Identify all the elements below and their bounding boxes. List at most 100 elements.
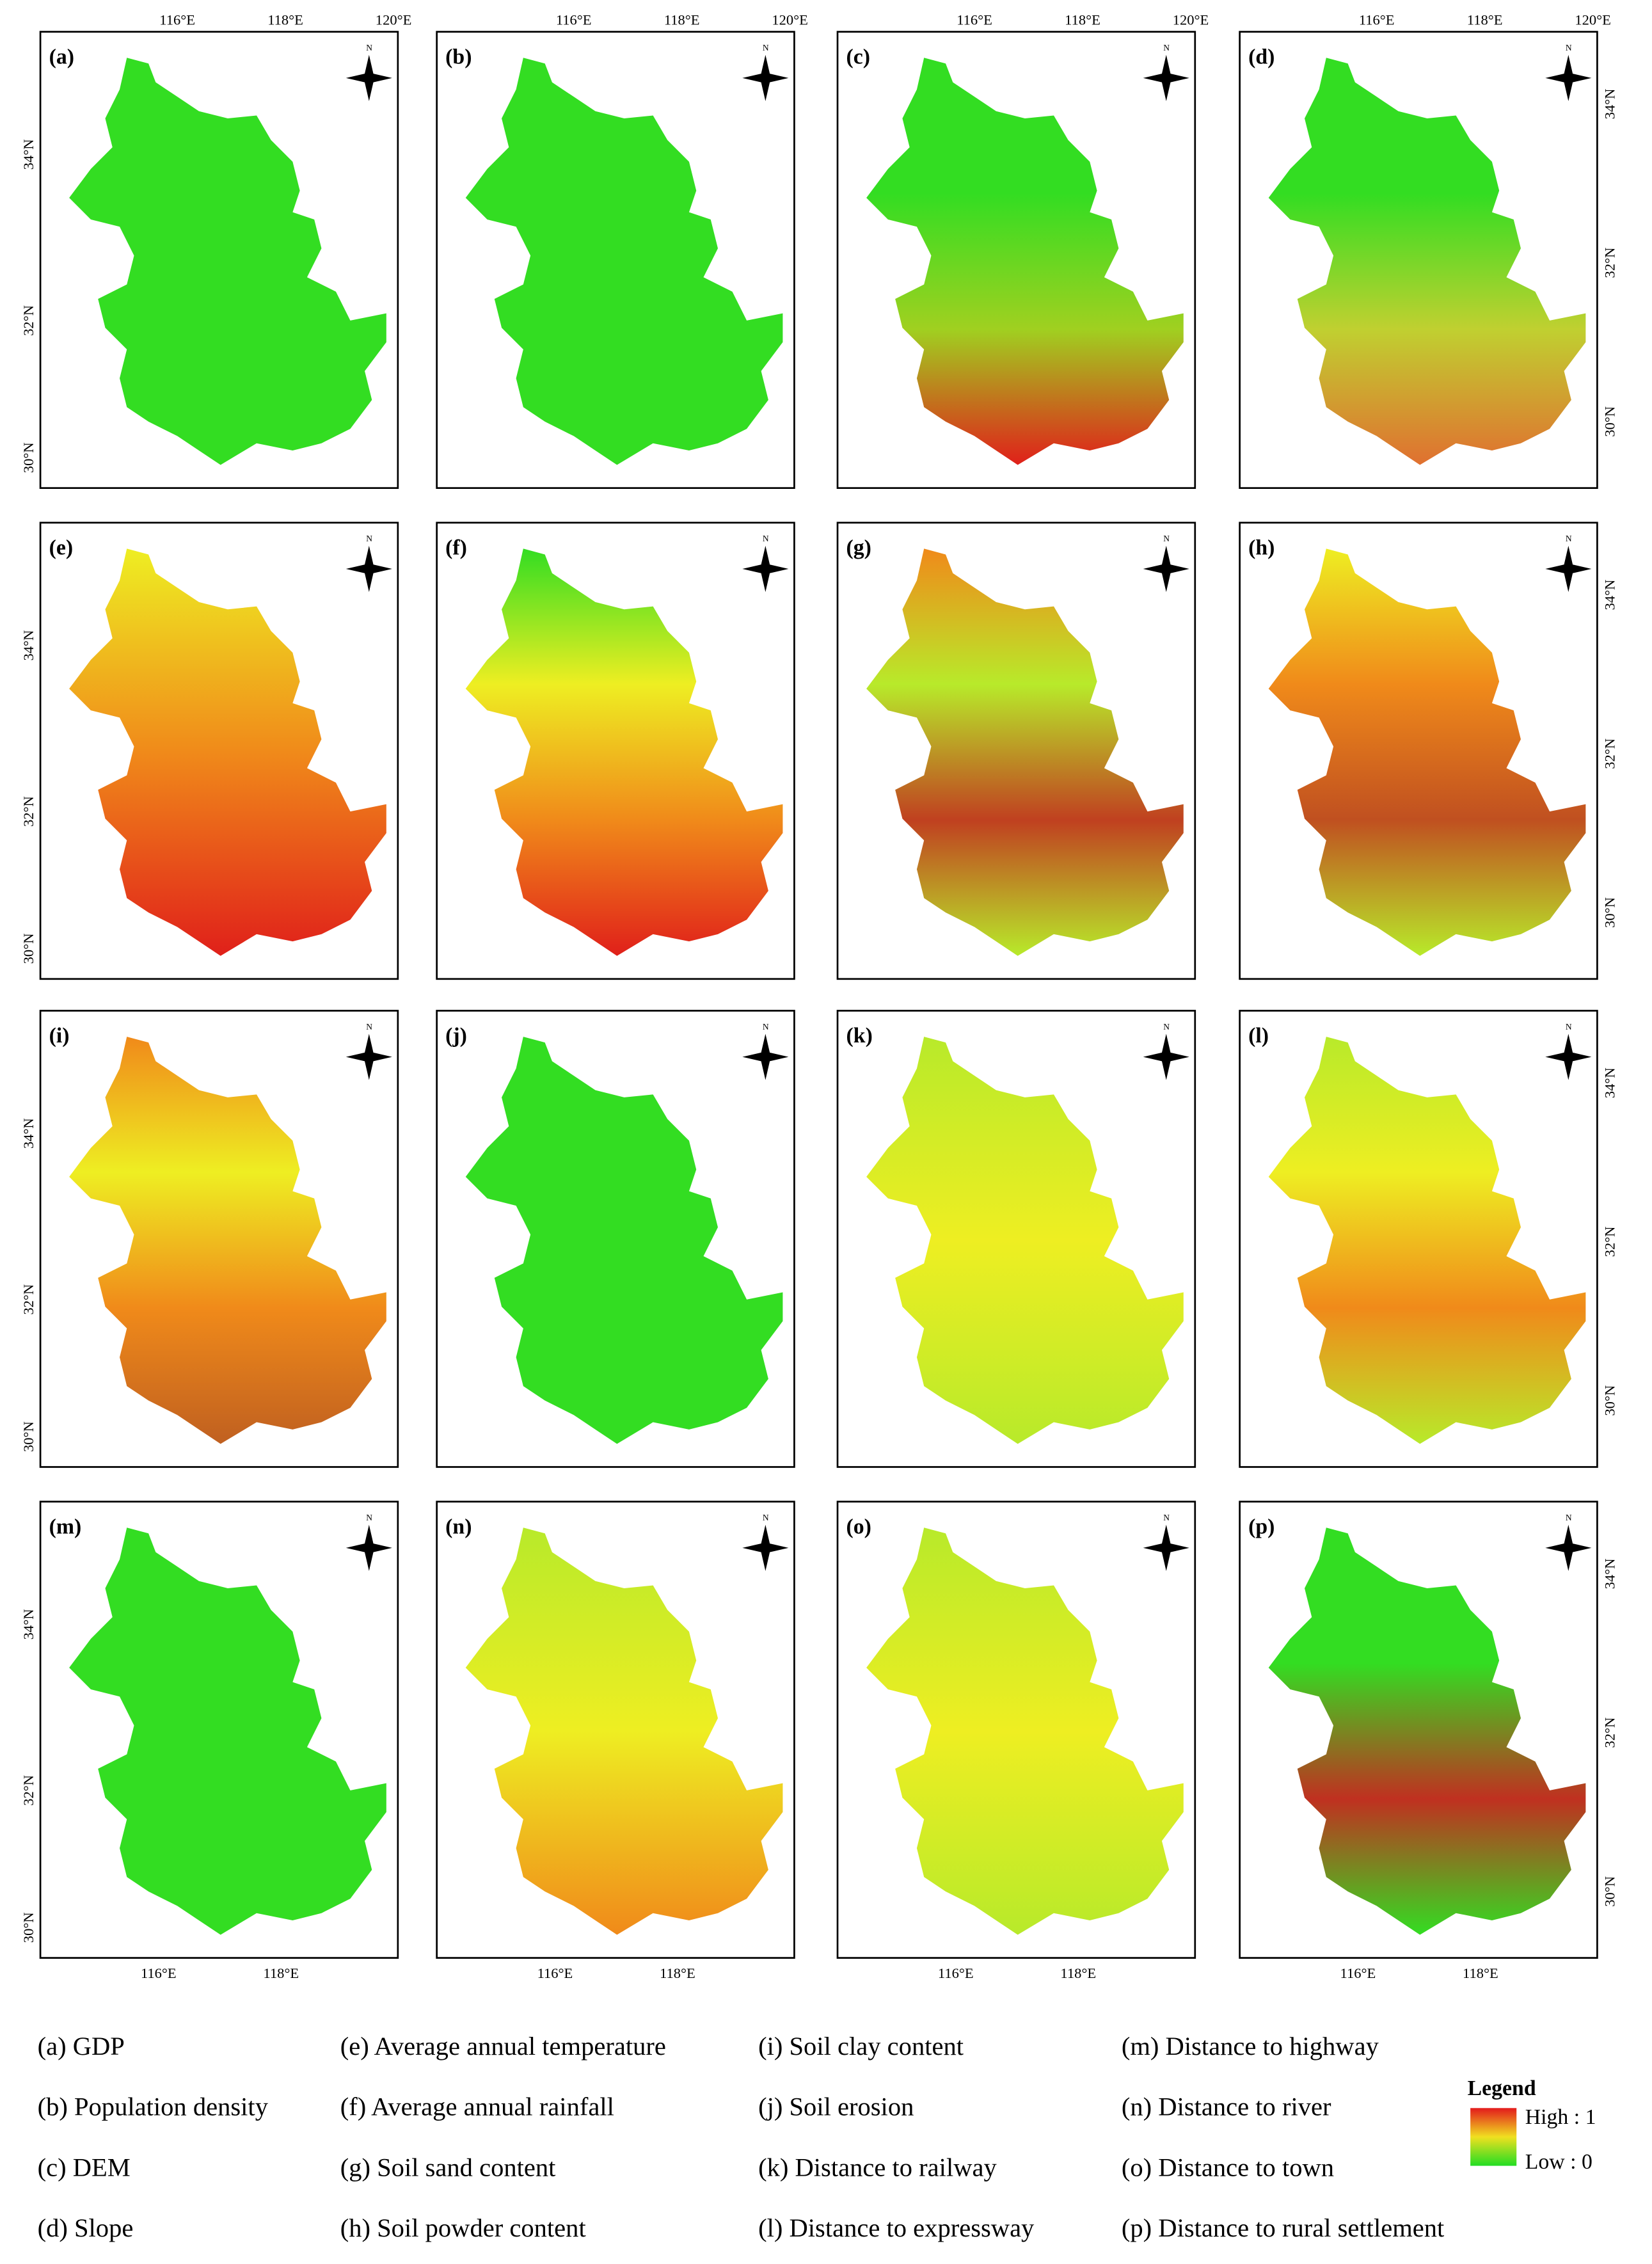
map-panel: (p) N 116°E 118°E 34°N 32°N 30°N <box>1239 1501 1617 1981</box>
caption: (p) Distance to rural settlement <box>1122 2213 1445 2242</box>
province-shape <box>1268 1527 1586 1935</box>
north-label: N <box>366 43 372 52</box>
province-shape <box>465 1037 783 1444</box>
panel-label: (c) <box>846 45 871 68</box>
legend-title: Legend <box>1468 2077 1536 2100</box>
north-arrow-star <box>1143 1524 1189 1571</box>
north-arrow: N <box>1545 1022 1592 1080</box>
panel-label: (e) <box>49 536 74 559</box>
lat-label: 30°N <box>1601 1876 1617 1907</box>
lon-label: 118°E <box>664 12 700 28</box>
map-panel: (o) N 116°E 118°E <box>836 1501 1196 1981</box>
lat-label: 34°N <box>1601 1559 1617 1590</box>
caption: (f) Average annual rainfall <box>340 2093 614 2121</box>
lat-label: 32°N <box>1601 738 1617 769</box>
province-shape <box>866 1527 1184 1935</box>
lat-label: 34°N <box>20 1118 36 1149</box>
north-arrow-star <box>345 54 392 101</box>
north-label: N <box>1566 1513 1572 1522</box>
lon-label: 120°E <box>1575 12 1611 28</box>
north-arrow: N <box>345 534 392 593</box>
panel-label: (f) <box>445 536 467 559</box>
north-arrow-star <box>1143 54 1189 101</box>
north-label: N <box>763 43 769 52</box>
lon-label: 118°E <box>1463 1965 1498 1981</box>
province-shape <box>866 1037 1184 1444</box>
lat-label: 34°N <box>20 1609 36 1639</box>
lon-label: 118°E <box>1467 12 1503 28</box>
lon-label: 116°E <box>141 1965 177 1981</box>
north-arrow-star <box>1143 545 1189 593</box>
map-panel: (d) N 116°E 118°E 120°E 34°N 32°N 30°N <box>1239 12 1617 490</box>
caption: (e) Average annual temperature <box>340 2032 666 2061</box>
north-arrow: N <box>1545 1513 1592 1571</box>
north-arrow-star <box>1545 1033 1592 1080</box>
north-label: N <box>366 534 372 543</box>
lon-label: 116°E <box>1359 12 1395 28</box>
north-arrow: N <box>1143 534 1189 593</box>
map-panel: (l) N 34°N 32°N 30°N <box>1239 1010 1617 1468</box>
north-label: N <box>1566 1022 1572 1032</box>
province-shape <box>1268 1037 1586 1444</box>
panel-label: (l) <box>1248 1024 1269 1048</box>
panel-label: (i) <box>49 1024 70 1048</box>
map-panel: (g) N <box>836 522 1196 980</box>
map-panel: (f) N <box>436 522 795 980</box>
lat-label: 34°N <box>20 140 36 170</box>
north-label: N <box>366 1022 372 1032</box>
lat-label: 32°N <box>1601 1227 1617 1257</box>
panel-label: (n) <box>445 1515 472 1538</box>
north-arrow-star <box>742 54 789 101</box>
north-arrow-star <box>1545 54 1592 101</box>
lat-label: 30°N <box>20 934 36 964</box>
lat-label: 32°N <box>20 1775 36 1806</box>
caption: (i) Soil clay content <box>758 2032 964 2061</box>
north-label: N <box>366 1513 372 1522</box>
caption: (c) DEM <box>38 2153 131 2181</box>
panel-label: (b) <box>445 45 472 68</box>
province-shape <box>465 548 783 956</box>
panel-label: (j) <box>445 1024 467 1048</box>
north-label: N <box>1163 43 1170 52</box>
caption: (d) Slope <box>38 2213 134 2242</box>
lon-label: 116°E <box>1340 1965 1376 1981</box>
caption: (n) Distance to river <box>1122 2093 1331 2121</box>
caption: (k) Distance to railway <box>758 2153 997 2181</box>
lat-label: 30°N <box>1601 897 1617 928</box>
lat-label: 30°N <box>1601 406 1617 437</box>
lon-label: 120°E <box>376 12 412 28</box>
legend-high: High : 1 <box>1525 2105 1596 2129</box>
north-arrow: N <box>345 43 392 101</box>
legend: Legend High : 1 Low : 0 <box>1468 2077 1596 2174</box>
north-arrow-star <box>742 1524 789 1571</box>
panel-label: (o) <box>846 1515 871 1538</box>
north-arrow: N <box>742 1022 789 1080</box>
north-arrow-star <box>1545 545 1592 593</box>
north-arrow-star <box>345 1033 392 1080</box>
map-panel: (n) N 116°E 118°E <box>436 1501 795 1981</box>
lat-label: 30°N <box>20 1421 36 1452</box>
map-panel: (c) N 116°E 118°E 120°E <box>836 12 1209 490</box>
panel-label: (d) <box>1248 45 1275 68</box>
legend-low: Low : 0 <box>1525 2150 1592 2174</box>
lon-label: 120°E <box>1173 12 1209 28</box>
panel-label: (a) <box>49 45 74 68</box>
caption: (a) GDP <box>38 2032 125 2061</box>
caption: (g) Soil sand content <box>340 2153 556 2181</box>
panel-label: (p) <box>1248 1515 1275 1538</box>
lon-label: 118°E <box>1060 1965 1096 1981</box>
lat-label: 34°N <box>1601 89 1617 120</box>
province-shape <box>69 1037 386 1444</box>
north-label: N <box>1566 534 1572 543</box>
lat-label: 32°N <box>1601 248 1617 278</box>
lon-label: 116°E <box>957 12 992 28</box>
panel-label: (h) <box>1248 536 1275 559</box>
lon-label: 120°E <box>772 12 808 28</box>
map-panel: (e) N 34°N 32°N 30°N <box>20 522 399 980</box>
north-arrow: N <box>742 1513 789 1571</box>
lat-label: 32°N <box>20 305 36 336</box>
north-arrow: N <box>345 1022 392 1080</box>
lat-label: 30°N <box>20 1912 36 1943</box>
caption: (b) Population density <box>38 2093 269 2121</box>
